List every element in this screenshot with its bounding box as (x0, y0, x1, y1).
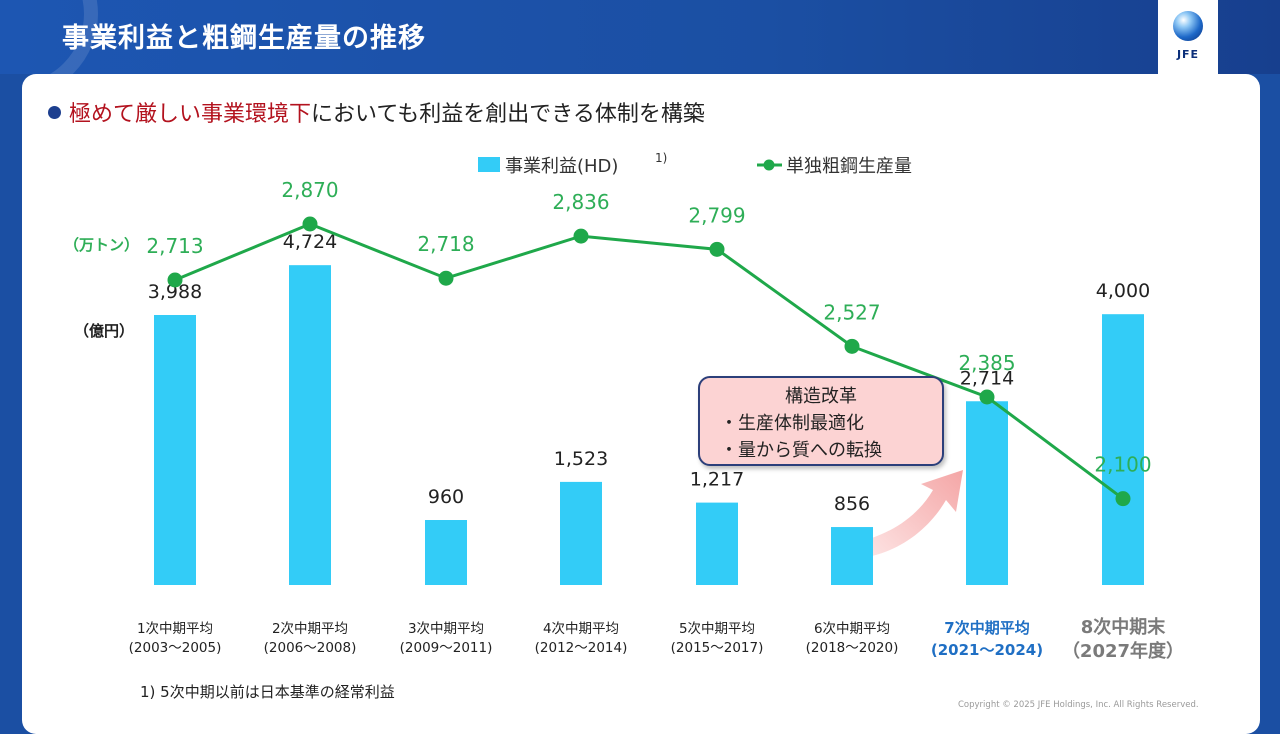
line-point (979, 389, 995, 405)
line-point (573, 228, 589, 244)
logo-text: JFE (1176, 48, 1200, 61)
line-value-label: 2,799 (688, 203, 745, 227)
x-tick-label: 3次中期平均 (408, 621, 484, 637)
x-tick-label: (2012～2014) (535, 640, 628, 656)
line-value-label: 2,870 (281, 178, 338, 202)
x-tick-label: (2021～2024) (931, 641, 1043, 659)
callout-box: 構造改革 ・生産体制最適化 ・量から質への転換 (698, 376, 944, 466)
x-tick-label: (2006～2008) (264, 640, 357, 656)
bar-unit-label: （億円） (74, 322, 134, 340)
jfe-logo: JFE (1158, 0, 1218, 74)
copyright: Copyright © 2025 JFE Holdings, Inc. All … (958, 700, 1199, 710)
bar-value-label: 1,217 (690, 469, 744, 491)
line-point (1115, 491, 1131, 507)
x-tick-label: (2018～2020) (806, 640, 899, 656)
x-tick-label: (2003～2005) (129, 640, 222, 656)
bar (696, 502, 738, 585)
line-value-label: 2,385 (958, 351, 1015, 375)
callout-item: ・量から質への転換 (720, 440, 882, 461)
bar (966, 401, 1008, 585)
callout-title: 構造改革 (785, 386, 857, 407)
legend-superscript: 1) (655, 151, 667, 165)
line-value-label: 2,836 (552, 190, 609, 214)
bar (289, 265, 331, 585)
line-value-label: 2,718 (417, 232, 474, 256)
legend-line-marker (763, 159, 775, 171)
x-tick-label: 7次中期平均 (944, 619, 1029, 637)
line-point (438, 270, 454, 286)
bar (154, 315, 196, 585)
page-title: 事業利益と粗鋼生産量の推移 (62, 23, 426, 54)
line-point (844, 338, 860, 354)
legend-bar-label: 事業利益(HD) (505, 156, 618, 177)
x-tick-label: (2009～2011) (400, 640, 493, 656)
line-point (167, 272, 183, 288)
globe-icon (1173, 11, 1203, 41)
bullet-icon (48, 106, 61, 119)
headline: 極めて厳しい事業環境下においても利益を創出できる体制を構築 (48, 96, 705, 128)
line-value-label: 2,713 (146, 234, 203, 258)
trend-arrow (872, 470, 963, 556)
bar-value-label: 4,000 (1096, 280, 1150, 302)
bar (1102, 314, 1144, 585)
x-tick-label: 8次中期末 (1081, 616, 1167, 638)
bar (831, 527, 873, 585)
headline-highlight: 極めて厳しい事業環境下 (69, 102, 312, 127)
x-tick-label: (2015～2017) (671, 640, 764, 656)
bar-value-label: 856 (834, 493, 870, 515)
headline-text: においても利益を創出できる体制を構築 (311, 102, 705, 127)
bar (425, 520, 467, 585)
x-tick-label: 1次中期平均 (137, 621, 213, 637)
x-tick-label: 5次中期平均 (679, 621, 755, 637)
x-tick-label: 6次中期平均 (814, 621, 890, 637)
bar-value-label: 960 (428, 486, 464, 508)
footnote: 1) 5次中期以前は日本基準の経常利益 (140, 683, 395, 701)
callout-item: ・生産体制最適化 (720, 413, 864, 434)
line-unit-label: （万トン） (64, 236, 139, 254)
x-tick-label: （2027年度） (1062, 640, 1184, 662)
legend-line-label: 単独粗鋼生産量 (786, 156, 912, 177)
header-bar: 事業利益と粗鋼生産量の推移 JFE (0, 0, 1280, 74)
bar-value-label: 1,523 (554, 448, 608, 470)
bar-value-label: 2,714 (960, 367, 1014, 389)
line-point (302, 216, 318, 232)
bar-value-label: 3,988 (148, 281, 202, 303)
line-point (709, 241, 725, 257)
x-tick-label: 4次中期平均 (543, 621, 619, 637)
x-tick-label: 2次中期平均 (272, 621, 348, 637)
legend-bar-swatch (478, 157, 500, 172)
line-value-label: 2,527 (823, 300, 880, 324)
line-value-label: 2,100 (1094, 453, 1151, 477)
content-card (22, 74, 1260, 734)
line-series (174, 222, 1124, 500)
bar-value-label: 4,724 (283, 231, 337, 253)
bar (560, 481, 602, 585)
